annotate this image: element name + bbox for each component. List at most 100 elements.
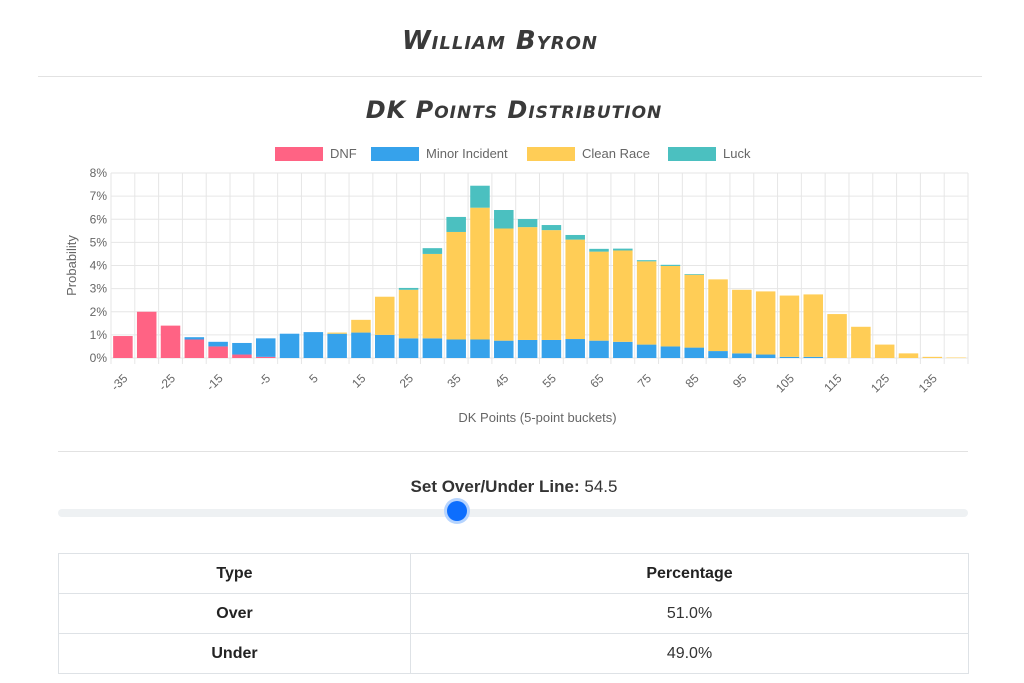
bar-clean-race-130 — [898, 353, 919, 358]
divider — [38, 76, 982, 77]
x-tick-label: 135 — [916, 371, 940, 395]
x-tick-label: 115 — [821, 371, 845, 395]
legend-label-0: DNF — [330, 146, 357, 161]
bar-minor-incident-100 — [755, 354, 776, 358]
bar-clean-race-85 — [684, 274, 704, 348]
y-tick-label: 2% — [90, 305, 108, 319]
bar-clean-race-25 — [398, 289, 419, 339]
bar-dnf--25 — [160, 325, 181, 358]
x-tick-label: 65 — [587, 371, 607, 391]
legend-label-2: Clean Race — [582, 146, 650, 161]
over-under-slider-track[interactable] — [58, 509, 968, 517]
bar-luck-35 — [446, 216, 466, 232]
bar-luck-25 — [398, 287, 419, 290]
x-tick-label: 25 — [397, 371, 417, 391]
x-axis-title: DK Points (5-point buckets) — [458, 410, 616, 425]
y-tick-label: 6% — [90, 212, 108, 226]
bar-minor-incident-105 — [779, 356, 800, 358]
bar-minor-incident-70 — [613, 341, 633, 358]
x-tick-label: 15 — [349, 371, 369, 391]
x-tick-label: 75 — [635, 371, 655, 391]
x-tick-label: 95 — [730, 371, 750, 391]
y-tick-label: 0% — [90, 351, 108, 365]
bar-minor-incident-30 — [422, 338, 443, 358]
bar-minor-incident-50 — [517, 339, 538, 358]
column-header-type: Type — [58, 553, 411, 594]
bar-minor-incident-65 — [589, 340, 609, 358]
x-tick-label: 85 — [682, 371, 702, 391]
over-under-value: 54.5 — [584, 477, 618, 496]
bar-clean-race-110 — [803, 294, 824, 357]
bar-clean-race-120 — [851, 326, 871, 358]
bar-clean-race-60 — [565, 239, 585, 340]
bar-minor-incident-80 — [660, 346, 681, 358]
over-under-label: Set Over/Under Line: 54.5 — [0, 477, 1024, 497]
bar-clean-race-65 — [589, 251, 609, 341]
bar-luck-45 — [494, 210, 514, 229]
bar-luck-40 — [470, 185, 490, 208]
y-tick-label: 1% — [90, 328, 108, 342]
bar-minor-incident-5 — [303, 332, 324, 358]
bar-clean-race-50 — [517, 227, 538, 340]
table-row: Over 51.0% — [58, 593, 969, 634]
legend-swatch-3 — [668, 147, 716, 161]
bar-clean-race-10 — [327, 332, 347, 334]
bar-minor-incident--20 — [184, 337, 205, 340]
bar-luck-65 — [589, 248, 609, 252]
x-tick-label: 35 — [444, 371, 464, 391]
bar-minor-incident--5 — [255, 338, 276, 357]
x-tick-label: 105 — [773, 371, 797, 395]
x-tick-label: -5 — [256, 371, 274, 389]
x-tick-label: 45 — [492, 371, 512, 391]
y-axis-title: Probability — [64, 235, 79, 296]
bar-clean-race-135 — [922, 356, 943, 358]
bar-clean-race-100 — [755, 291, 776, 355]
bar-clean-race-105 — [779, 295, 800, 357]
bar-minor-incident-40 — [470, 339, 490, 358]
table-row: Under 49.0% — [58, 633, 969, 674]
legend-label-3: Luck — [723, 146, 751, 161]
bar-minor-incident-45 — [494, 340, 514, 358]
bar-dnf--30 — [136, 311, 157, 358]
bar-luck-50 — [517, 219, 538, 228]
bar-minor-incident-60 — [565, 339, 585, 358]
x-tick-label: -35 — [108, 371, 130, 393]
legend-swatch-2 — [527, 147, 575, 161]
bar-luck-30 — [422, 248, 443, 254]
bar-minor-incident-15 — [351, 332, 371, 358]
row-type-over: Over — [58, 593, 411, 634]
bar-minor-incident--10 — [232, 342, 252, 355]
bar-dnf--5 — [255, 356, 276, 358]
bar-luck-75 — [636, 260, 657, 262]
x-tick-label: -25 — [156, 371, 178, 393]
x-tick-label: 55 — [540, 371, 560, 391]
bar-dnf--35 — [113, 336, 133, 358]
y-tick-label: 7% — [90, 189, 108, 203]
y-tick-label: 3% — [90, 282, 108, 296]
bar-minor-incident-90 — [708, 351, 728, 358]
x-tick-label: -15 — [203, 371, 225, 393]
bar-clean-race-30 — [422, 253, 443, 339]
over-under-slider-handle[interactable] — [447, 501, 467, 521]
bar-clean-race-80 — [660, 265, 681, 347]
bar-clean-race-95 — [732, 289, 752, 354]
bar-dnf--20 — [184, 339, 205, 358]
column-header-percentage: Percentage — [410, 553, 969, 594]
bar-minor-incident-35 — [446, 339, 466, 358]
legend-label-1: Minor Incident — [426, 146, 508, 161]
bar-clean-race-35 — [446, 231, 466, 340]
bar-minor-incident-10 — [327, 333, 347, 358]
bar-minor-incident-75 — [636, 344, 657, 358]
x-tick-label: 125 — [868, 371, 892, 395]
table-header-row: Type Percentage — [58, 553, 969, 594]
bar-minor-incident-85 — [684, 347, 704, 358]
bar-clean-race-75 — [636, 261, 657, 345]
bar-clean-race-140 — [946, 357, 966, 359]
bar-clean-race-70 — [613, 250, 633, 342]
bar-clean-race-45 — [494, 228, 514, 341]
bar-luck-55 — [541, 225, 562, 231]
bar-luck-60 — [565, 234, 585, 240]
bar-luck-85 — [684, 274, 704, 275]
bar-minor-incident-110 — [803, 356, 824, 358]
bar-dnf--15 — [208, 346, 228, 358]
